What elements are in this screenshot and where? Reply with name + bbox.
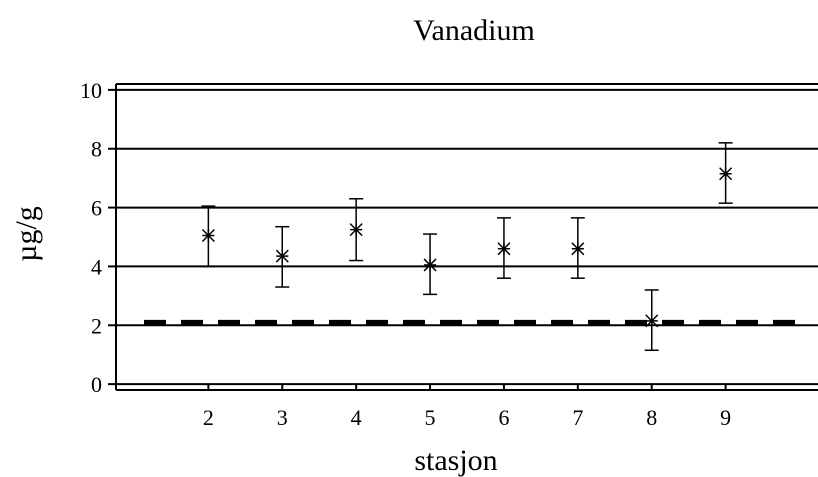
x-tick-label: 4 [351,405,362,430]
x-tick-label: 6 [498,405,509,430]
y-tick-label: 2 [91,313,102,338]
y-axis-label: µg/g [10,206,43,262]
y-tick-label: 6 [91,196,102,221]
y-tick-label: 0 [91,372,102,397]
x-tick-label: 8 [646,405,657,430]
y-tick-label: 8 [91,137,102,162]
x-tick-label: 5 [425,405,436,430]
plot-area: 0 2 4 6 8 10 2 3 4 5 6 7 8 9 [80,78,818,430]
x-tick-label: 3 [277,405,288,430]
chart-title: Vanadium [413,14,535,47]
x-tick-label: 7 [572,405,583,430]
y-tick-label: 10 [80,78,102,103]
x-axis-label: stasjon [414,444,497,477]
x-tick-label: 9 [720,405,731,430]
y-tick-label: 4 [91,254,102,279]
x-tick-label: 2 [203,405,214,430]
